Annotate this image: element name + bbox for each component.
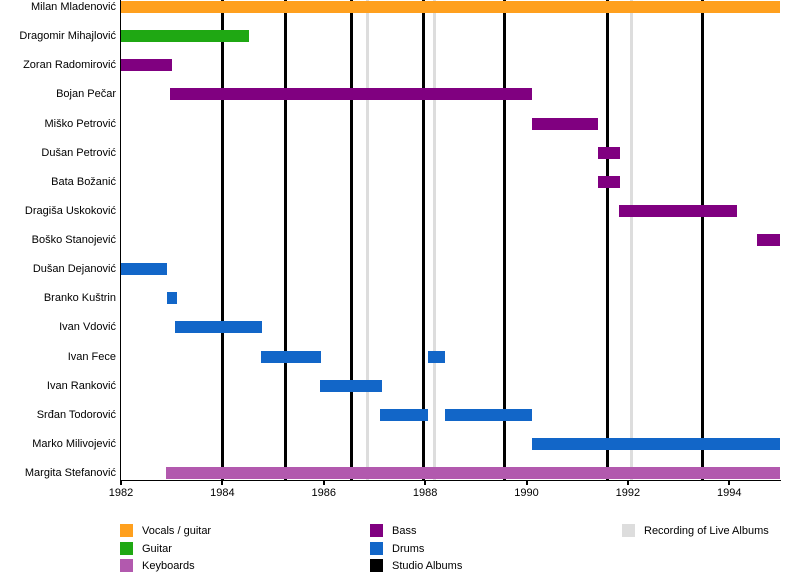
live-album-line [366,0,370,480]
x-tick [728,480,731,485]
studio-album-line [350,0,354,480]
member-bar [428,350,445,363]
x-tick-label: 1992 [615,487,641,499]
member-bar [597,146,621,159]
legend-swatch-bass [370,524,383,537]
member-label: Srđan Todorović [36,408,116,421]
member-bar [175,321,263,334]
legend-swatch-live_album [622,524,635,537]
member-bar [121,30,250,43]
member-bar [320,379,382,392]
studio-album-line [220,0,224,480]
legend-label: Drums [392,542,425,555]
member-label: Dragomir Mihajlović [19,30,116,43]
x-tick-label: 1982 [108,487,134,499]
x-tick [525,480,528,485]
member-label: Boško Stanojević [31,234,116,246]
studio-album-line [605,0,609,480]
legend-label: Keyboards [142,560,195,572]
member-bar [170,88,532,101]
x-tick-label: 1984 [210,487,235,499]
member-label: Dušan Dejanović [32,263,116,276]
legend-label: Recording of Live Albums [644,525,769,537]
member-bar [166,467,780,479]
legend-label: Bass [392,525,417,537]
member-bar [121,263,168,276]
legend-swatch-guitar [120,541,133,555]
member-label: Milan Mladenović [31,1,116,13]
legend-swatch-keyboards [120,559,133,572]
legend-label: Guitar [142,542,172,555]
member-label: Dragiša Uskoković [24,204,116,217]
x-tick [424,480,427,485]
studio-album-line [421,0,425,480]
member-label: Bata Božanić [51,175,116,188]
member-label: Ivan Fece [67,350,116,363]
member-bar [619,204,737,217]
x-tick-label: 1990 [514,487,539,499]
member-bar [380,408,429,421]
legend-swatch-drums [370,541,383,555]
x-tick-label: 1986 [311,487,337,499]
member-bar [121,1,780,13]
x-axis [121,480,781,481]
x-tick-label: 1988 [412,487,438,499]
x-tick [221,480,224,485]
studio-album-line [284,0,288,480]
member-label: Branko Kuštrin [43,292,116,305]
x-tick [322,480,325,485]
member-label: Miško Petrović [44,117,116,130]
member-bar [444,408,532,421]
legend-swatch-studio_album [370,559,383,572]
live-album-line [433,0,437,480]
legend-label: Vocals / guitar [142,525,212,537]
member-label: Ivan Vdović [59,321,116,334]
member-label: Margita Stefanović [24,467,116,479]
x-tick [626,480,629,485]
member-label: Dušan Petrović [41,146,116,159]
member-bar [531,117,598,130]
member-bar [121,59,173,72]
legend-swatch-vocals_guitar [120,524,133,537]
member-bar [260,350,322,363]
y-axis [120,0,121,480]
member-label: Bojan Pečar [56,88,116,101]
studio-album-line [700,0,704,480]
member-bar [166,292,177,305]
live-album-line [629,0,633,480]
x-tick [120,480,122,485]
member-label: Zoran Radomirović [23,59,116,72]
legend-label: Studio Albums [392,560,463,572]
x-tick-label: 1994 [717,487,742,499]
member-label: Ivan Ranković [46,379,116,392]
member-bar [597,175,621,188]
studio-album-line [503,0,507,480]
member-label: Marko Milivojević [32,437,116,450]
member-bar [757,234,780,246]
member-bar [531,437,780,450]
